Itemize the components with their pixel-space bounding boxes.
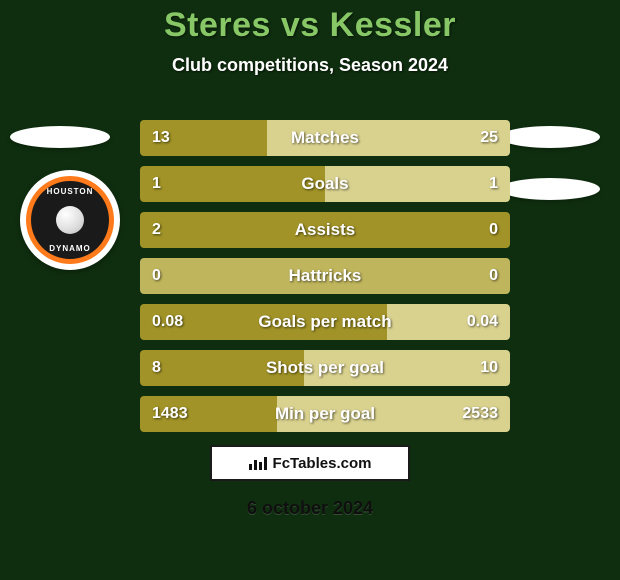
- bar-right: [387, 304, 510, 340]
- soccer-ball-icon: [56, 206, 84, 234]
- bar-left: [140, 166, 325, 202]
- badge-bottom-text: DYNAMO: [49, 244, 91, 253]
- bar-left: [140, 350, 304, 386]
- image-placeholder: [10, 126, 110, 148]
- page-subtitle: Club competitions, Season 2024: [0, 55, 620, 76]
- bar-left: [140, 120, 267, 156]
- bar-left: [140, 212, 510, 248]
- image-placeholder: [500, 178, 600, 200]
- stat-row: Matches1325: [140, 120, 510, 156]
- watermark-text: FcTables.com: [273, 455, 372, 472]
- badge-top-text: HOUSTON: [47, 187, 94, 196]
- image-placeholder: [500, 126, 600, 148]
- stat-row: Assists20: [140, 212, 510, 248]
- stat-row: Min per goal14832533: [140, 396, 510, 432]
- comparison-infographic: Steres vs Kessler Club competitions, Sea…: [0, 0, 620, 580]
- stats-bars: Matches1325 Goals11 Assists20 Hattricks00 Go…: [140, 120, 510, 442]
- team-badge-left: HOUSTON DYNAMO: [20, 170, 120, 270]
- bar-right: [304, 350, 510, 386]
- stat-row: Shots per goal810: [140, 350, 510, 386]
- bar-chart-icon: [249, 456, 267, 470]
- stat-row: Goals per match0.080.04: [140, 304, 510, 340]
- bar-right: [277, 396, 510, 432]
- bar-left: [140, 304, 387, 340]
- bar-right: [325, 166, 510, 202]
- fctables-watermark: FcTables.com: [210, 445, 410, 481]
- page-title: Steres vs Kessler: [0, 0, 620, 45]
- date-text: 6 october 2024: [0, 498, 620, 519]
- bar-right: [267, 120, 510, 156]
- stat-row: Goals11: [140, 166, 510, 202]
- stat-row: Hattricks00: [140, 258, 510, 294]
- dynamo-logo: HOUSTON DYNAMO: [26, 176, 114, 264]
- bar-left: [140, 396, 277, 432]
